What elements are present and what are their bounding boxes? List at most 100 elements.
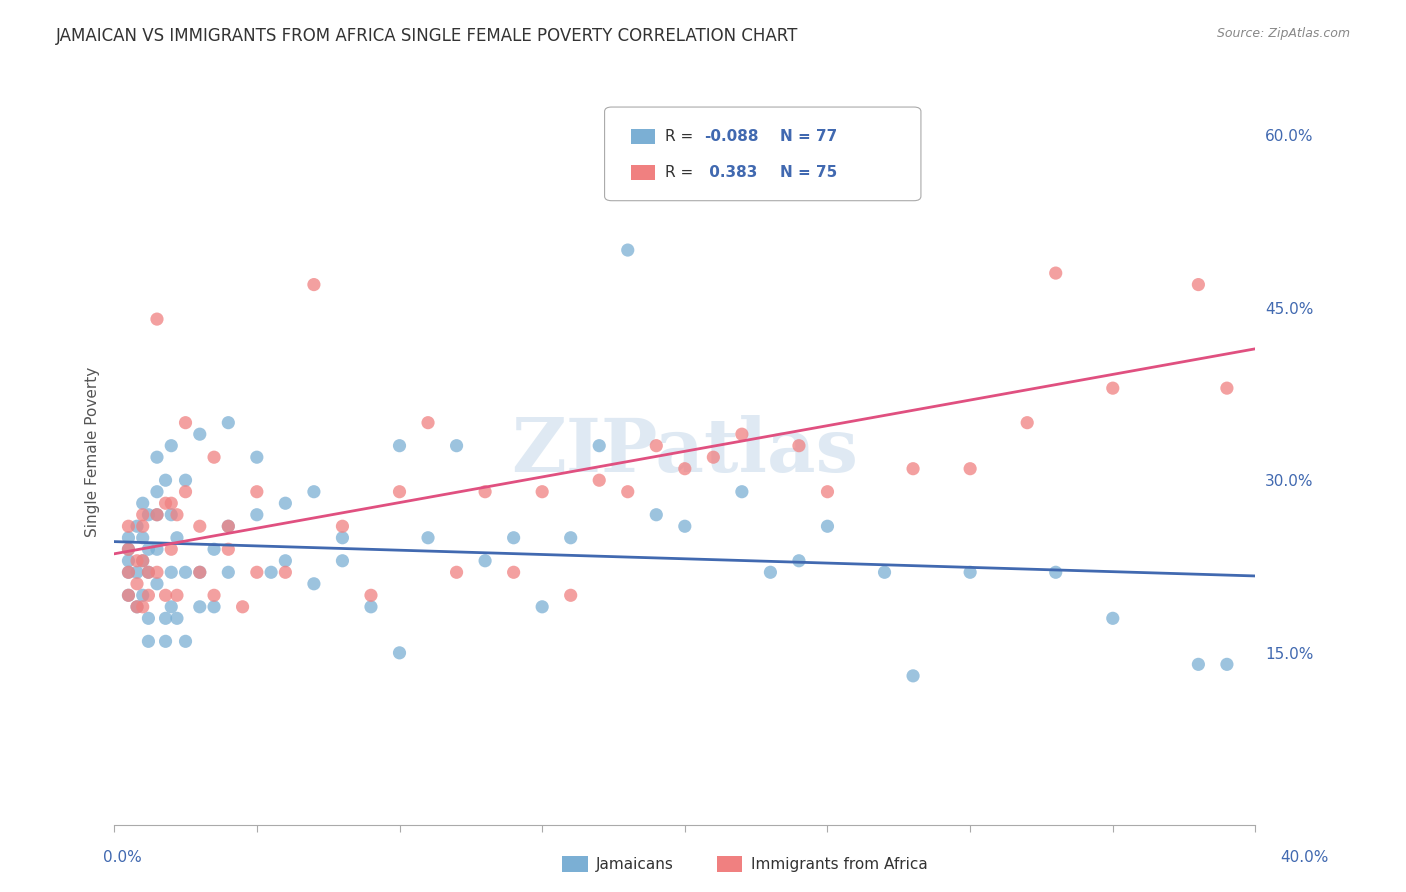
Point [125, 599, 148, 614]
Point [138, 611, 160, 625]
Y-axis label: Single Female Poverty: Single Female Poverty [86, 367, 100, 537]
Point [132, 496, 155, 510]
Text: R =: R = [665, 165, 699, 179]
Point [217, 519, 239, 533]
Point [645, 439, 668, 453]
Text: 40.0%: 40.0% [1281, 850, 1329, 864]
Point [416, 416, 439, 430]
Point [388, 484, 411, 499]
Text: ZIPatlas: ZIPatlas [512, 415, 858, 488]
Point [174, 473, 197, 487]
Point [166, 531, 188, 545]
Point [446, 566, 468, 580]
Point [1101, 381, 1123, 395]
Point [174, 566, 197, 580]
Point [132, 508, 155, 522]
Point [117, 588, 139, 602]
Point [132, 588, 155, 602]
Point [332, 531, 354, 545]
Point [360, 588, 382, 602]
Point [146, 542, 169, 557]
Point [155, 611, 177, 625]
Point [246, 508, 269, 522]
Text: R =: R = [665, 129, 699, 144]
Point [673, 519, 696, 533]
Point [132, 531, 155, 545]
Point [138, 566, 160, 580]
Point [188, 566, 211, 580]
Point [1216, 381, 1239, 395]
Point [616, 484, 638, 499]
Point [1017, 416, 1039, 430]
Point [174, 484, 197, 499]
Point [146, 450, 169, 465]
Text: -0.088: -0.088 [704, 129, 759, 144]
Point [125, 576, 148, 591]
Point [132, 554, 155, 568]
Point [155, 496, 177, 510]
Text: 0.0%: 0.0% [103, 850, 142, 864]
Point [117, 531, 139, 545]
Point [232, 599, 254, 614]
Text: N = 77: N = 77 [780, 129, 838, 144]
Point [817, 519, 839, 533]
Point [873, 566, 896, 580]
Point [138, 508, 160, 522]
Point [901, 461, 924, 475]
Point [560, 531, 582, 545]
Point [274, 566, 297, 580]
Point [388, 646, 411, 660]
Point [138, 542, 160, 557]
Point [302, 484, 325, 499]
Point [132, 554, 155, 568]
Point [138, 588, 160, 602]
Point [873, 186, 896, 200]
Point [1187, 277, 1209, 292]
Point [731, 427, 754, 442]
Point [901, 669, 924, 683]
Point [174, 416, 197, 430]
Point [202, 450, 225, 465]
Point [787, 554, 810, 568]
Point [146, 484, 169, 499]
Point [160, 566, 183, 580]
Point [188, 427, 211, 442]
Point [155, 634, 177, 648]
Point [188, 519, 211, 533]
Point [759, 566, 782, 580]
Point [274, 554, 297, 568]
Point [160, 496, 183, 510]
Point [274, 496, 297, 510]
Point [817, 484, 839, 499]
Text: N = 75: N = 75 [780, 165, 838, 179]
Point [474, 484, 496, 499]
Point [474, 554, 496, 568]
Point [959, 566, 981, 580]
Text: Jamaicans: Jamaicans [596, 857, 673, 871]
Point [531, 484, 554, 499]
Point [388, 439, 411, 453]
Point [125, 519, 148, 533]
Point [446, 439, 468, 453]
Point [155, 588, 177, 602]
Point [246, 484, 269, 499]
Point [166, 588, 188, 602]
Point [155, 473, 177, 487]
Text: Immigrants from Africa: Immigrants from Africa [751, 857, 928, 871]
Point [959, 461, 981, 475]
Point [217, 542, 239, 557]
Point [146, 576, 169, 591]
Point [146, 312, 169, 326]
Point [117, 519, 139, 533]
Point [302, 277, 325, 292]
Point [332, 554, 354, 568]
Point [360, 599, 382, 614]
Point [616, 243, 638, 257]
Text: 0.383: 0.383 [704, 165, 758, 179]
Point [1045, 566, 1067, 580]
Point [146, 508, 169, 522]
Point [146, 566, 169, 580]
Point [787, 439, 810, 453]
Point [160, 599, 183, 614]
Point [166, 611, 188, 625]
